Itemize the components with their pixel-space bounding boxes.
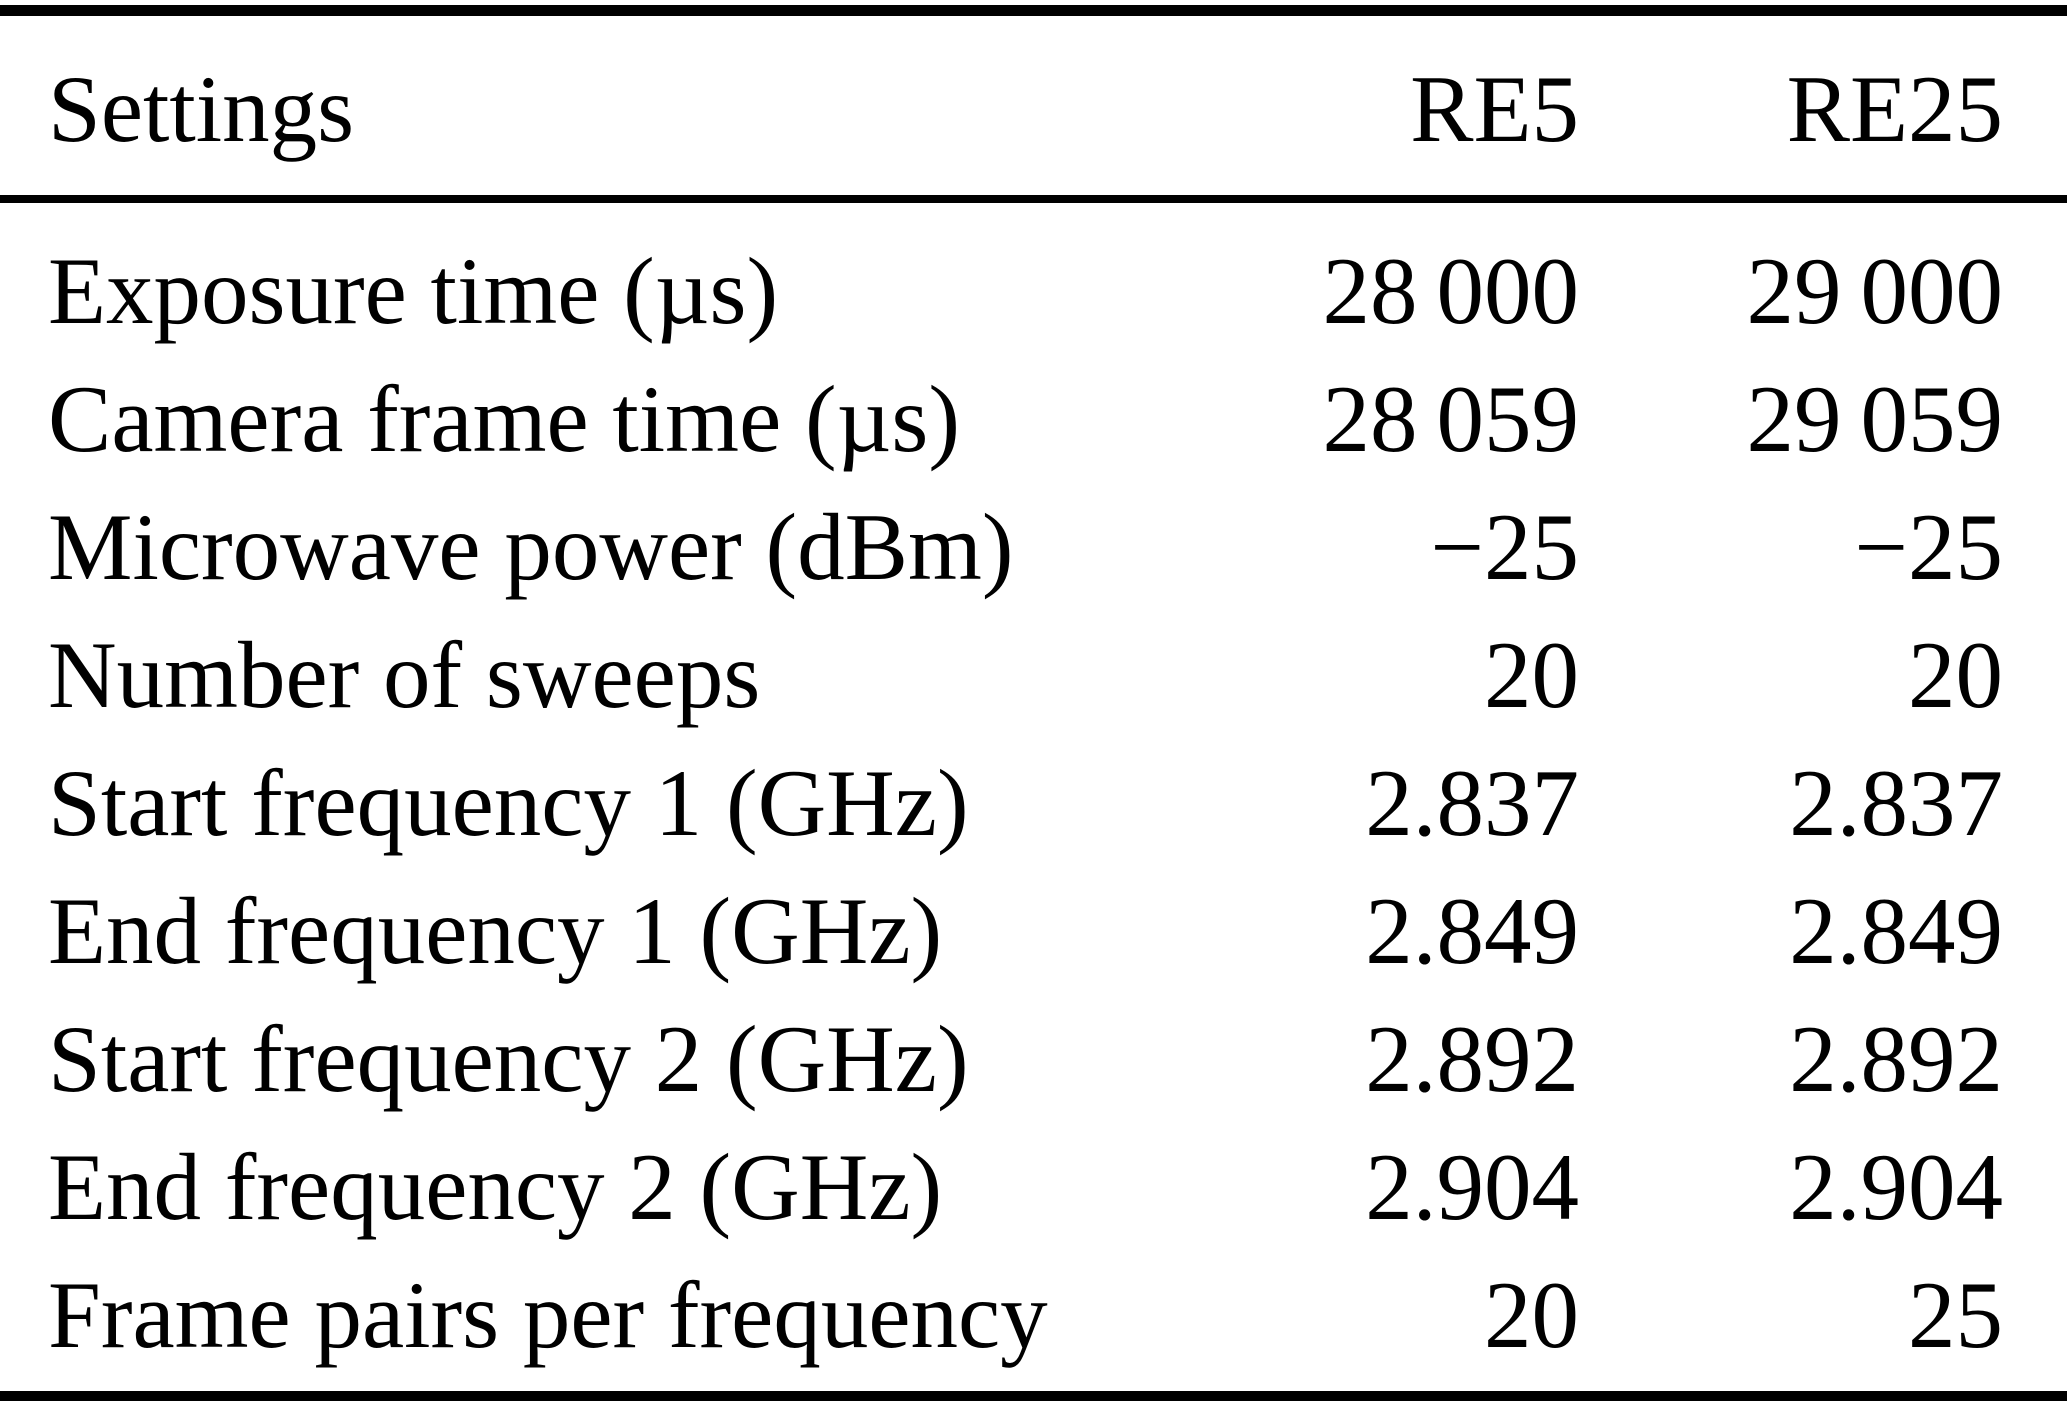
setting-label: Number of sweeps	[48, 622, 761, 728]
re25-value: −25	[1854, 494, 2003, 600]
setting-label: Start frequency 2 (GHz)	[48, 1006, 969, 1112]
column-header-re5: RE5	[1410, 56, 1579, 162]
re25-value: 29 059	[1746, 366, 2003, 472]
table-top-rule	[0, 5, 2067, 16]
re25-value: 2.849	[1789, 878, 2003, 984]
table-row-exposure-time: Exposure time (µs) 28 000 29 000	[0, 227, 2067, 355]
table-row-end-frequency-2: End frequency 2 (GHz) 2.904 2.904	[0, 1123, 2067, 1251]
setting-label: Exposure time (µs)	[48, 238, 779, 344]
re25-value: 2.904	[1789, 1134, 2003, 1240]
re5-value: 20	[1484, 622, 1579, 728]
table-row-start-frequency-2: Start frequency 2 (GHz) 2.892 2.892	[0, 995, 2067, 1123]
table-row-number-of-sweeps: Number of sweeps 20 20	[0, 611, 2067, 739]
table-mid-rule	[0, 195, 2067, 203]
re25-value: 25	[1908, 1262, 2003, 1368]
table-row-frame-pairs-per-frequency: Frame pairs per frequency 20 25	[0, 1251, 2067, 1379]
table-row-camera-frame-time: Camera frame time (µs) 28 059 29 059	[0, 355, 2067, 483]
re5-value: 20	[1484, 1262, 1579, 1368]
re5-value: 2.849	[1365, 878, 1579, 984]
re25-value: 20	[1908, 622, 2003, 728]
setting-label: Start frequency 1 (GHz)	[48, 750, 969, 856]
re25-value: 2.837	[1789, 750, 2003, 856]
table-row-microwave-power: Microwave power (dBm) −25 −25	[0, 483, 2067, 611]
column-header-re25: RE25	[1786, 56, 2003, 162]
setting-label: End frequency 1 (GHz)	[48, 878, 943, 984]
re5-value: 28 059	[1322, 366, 1579, 472]
column-header-settings: Settings	[48, 56, 355, 162]
re25-value: 2.892	[1789, 1006, 2003, 1112]
re5-value: 2.904	[1365, 1134, 1579, 1240]
re5-value: 2.892	[1365, 1006, 1579, 1112]
re5-value: 28 000	[1322, 238, 1579, 344]
table-bottom-rule	[0, 1391, 2067, 1401]
table-header-row: Settings RE5 RE25	[0, 16, 2067, 195]
table-body: Exposure time (µs) 28 000 29 000 Camera …	[0, 203, 2067, 1379]
table-row-start-frequency-1: Start frequency 1 (GHz) 2.837 2.837	[0, 739, 2067, 867]
setting-label: Camera frame time (µs)	[48, 366, 960, 472]
setting-label: End frequency 2 (GHz)	[48, 1134, 943, 1240]
setting-label: Frame pairs per frequency	[48, 1262, 1048, 1368]
setting-label: Microwave power (dBm)	[48, 494, 1014, 600]
re5-value: 2.837	[1365, 750, 1579, 856]
table-row-end-frequency-1: End frequency 1 (GHz) 2.849 2.849	[0, 867, 2067, 995]
re25-value: 29 000	[1746, 238, 2003, 344]
re5-value: −25	[1430, 494, 1579, 600]
